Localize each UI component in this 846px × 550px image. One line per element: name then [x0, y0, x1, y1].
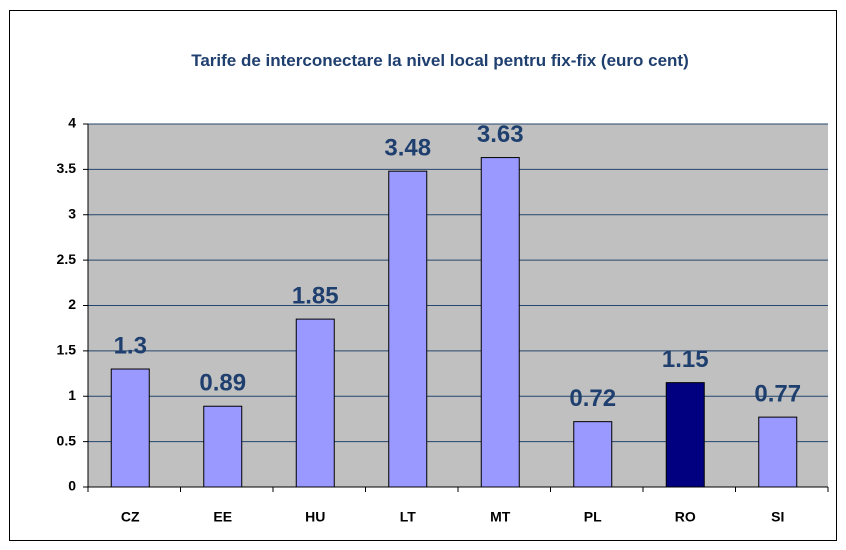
- x-tick-label: SI: [771, 509, 784, 525]
- y-tick-label: 0: [68, 478, 76, 494]
- bar: [388, 170, 428, 488]
- x-tick-label: PL: [584, 509, 602, 525]
- x-tick-label: LT: [400, 509, 417, 525]
- bar: [573, 421, 613, 488]
- x-tick-label: EE: [213, 509, 232, 525]
- y-tick-label: 2.5: [57, 251, 77, 267]
- y-tick-label: 0.5: [57, 432, 77, 448]
- data-label: 3.48: [384, 135, 431, 162]
- bar: [758, 416, 798, 488]
- data-label: 0.89: [199, 370, 246, 397]
- y-tick-label: 3.5: [57, 160, 77, 176]
- y-tick-label: 1.5: [57, 342, 77, 358]
- x-tick-label: RO: [675, 509, 696, 525]
- chart-title: Tarife de interconectare la nivel local …: [191, 51, 689, 70]
- x-tick-label: HU: [305, 509, 325, 525]
- data-label: 1.85: [292, 282, 339, 309]
- bar: [480, 157, 520, 488]
- bar: [110, 368, 150, 488]
- y-tick-label: 2: [68, 296, 76, 312]
- data-label: 0.72: [569, 385, 616, 412]
- bar: [665, 382, 705, 488]
- y-tick-label: 3: [68, 205, 76, 221]
- x-tick-label: MT: [490, 509, 511, 525]
- data-label: 3.63: [477, 121, 524, 148]
- bar: [295, 318, 335, 488]
- data-label: 1.3: [114, 332, 147, 359]
- x-tick-label: CZ: [121, 509, 140, 525]
- data-label: 1.15: [662, 346, 709, 373]
- y-tick-label: 4: [68, 115, 76, 131]
- data-label: 0.77: [754, 380, 801, 407]
- bar: [203, 405, 243, 488]
- y-tick-label: 1: [68, 387, 76, 403]
